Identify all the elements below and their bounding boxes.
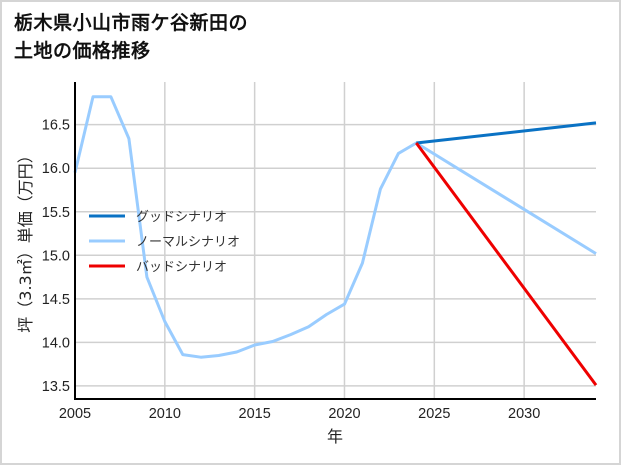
legend-label: ノーマルシナリオ xyxy=(136,235,240,250)
x-tick-label: 2010 xyxy=(149,406,181,422)
series-line xyxy=(415,142,598,386)
x-axis-label: 年 xyxy=(327,427,343,446)
y-tick-label: 16.5 xyxy=(42,118,70,134)
y-tick-label: 15.5 xyxy=(42,205,70,221)
series-line xyxy=(73,95,597,359)
y-tick-label: 14.0 xyxy=(42,335,70,351)
y-tick-label: 13.5 xyxy=(42,379,70,395)
x-tick-label: 2015 xyxy=(239,406,271,422)
x-tick-label: 2030 xyxy=(508,406,540,422)
y-axis-label: 坪（3.3㎡）単価（万円） xyxy=(16,147,35,332)
tick-labels: 2005 2010 2015 2020 2025 2030 13.5 14.0 14.5 15.0… xyxy=(42,118,541,422)
legend-label: グッドシナリオ xyxy=(136,210,227,225)
y-tick-label: 16.0 xyxy=(42,161,70,177)
x-tick-label: 2020 xyxy=(328,406,360,422)
y-tick-label: 14.5 xyxy=(42,292,70,308)
chart-title: 栃木県小山市雨ケ谷新田の 土地の価格推移 xyxy=(14,12,249,62)
x-tick-label: 2005 xyxy=(59,406,91,422)
y-tick-label: 15.0 xyxy=(42,248,70,264)
axes xyxy=(74,82,596,400)
legend-label: バッドシナリオ xyxy=(136,260,227,275)
series-line xyxy=(416,121,597,145)
grid-lines xyxy=(74,82,596,399)
x-tick-label: 2025 xyxy=(418,406,450,422)
data-lines xyxy=(73,95,598,386)
